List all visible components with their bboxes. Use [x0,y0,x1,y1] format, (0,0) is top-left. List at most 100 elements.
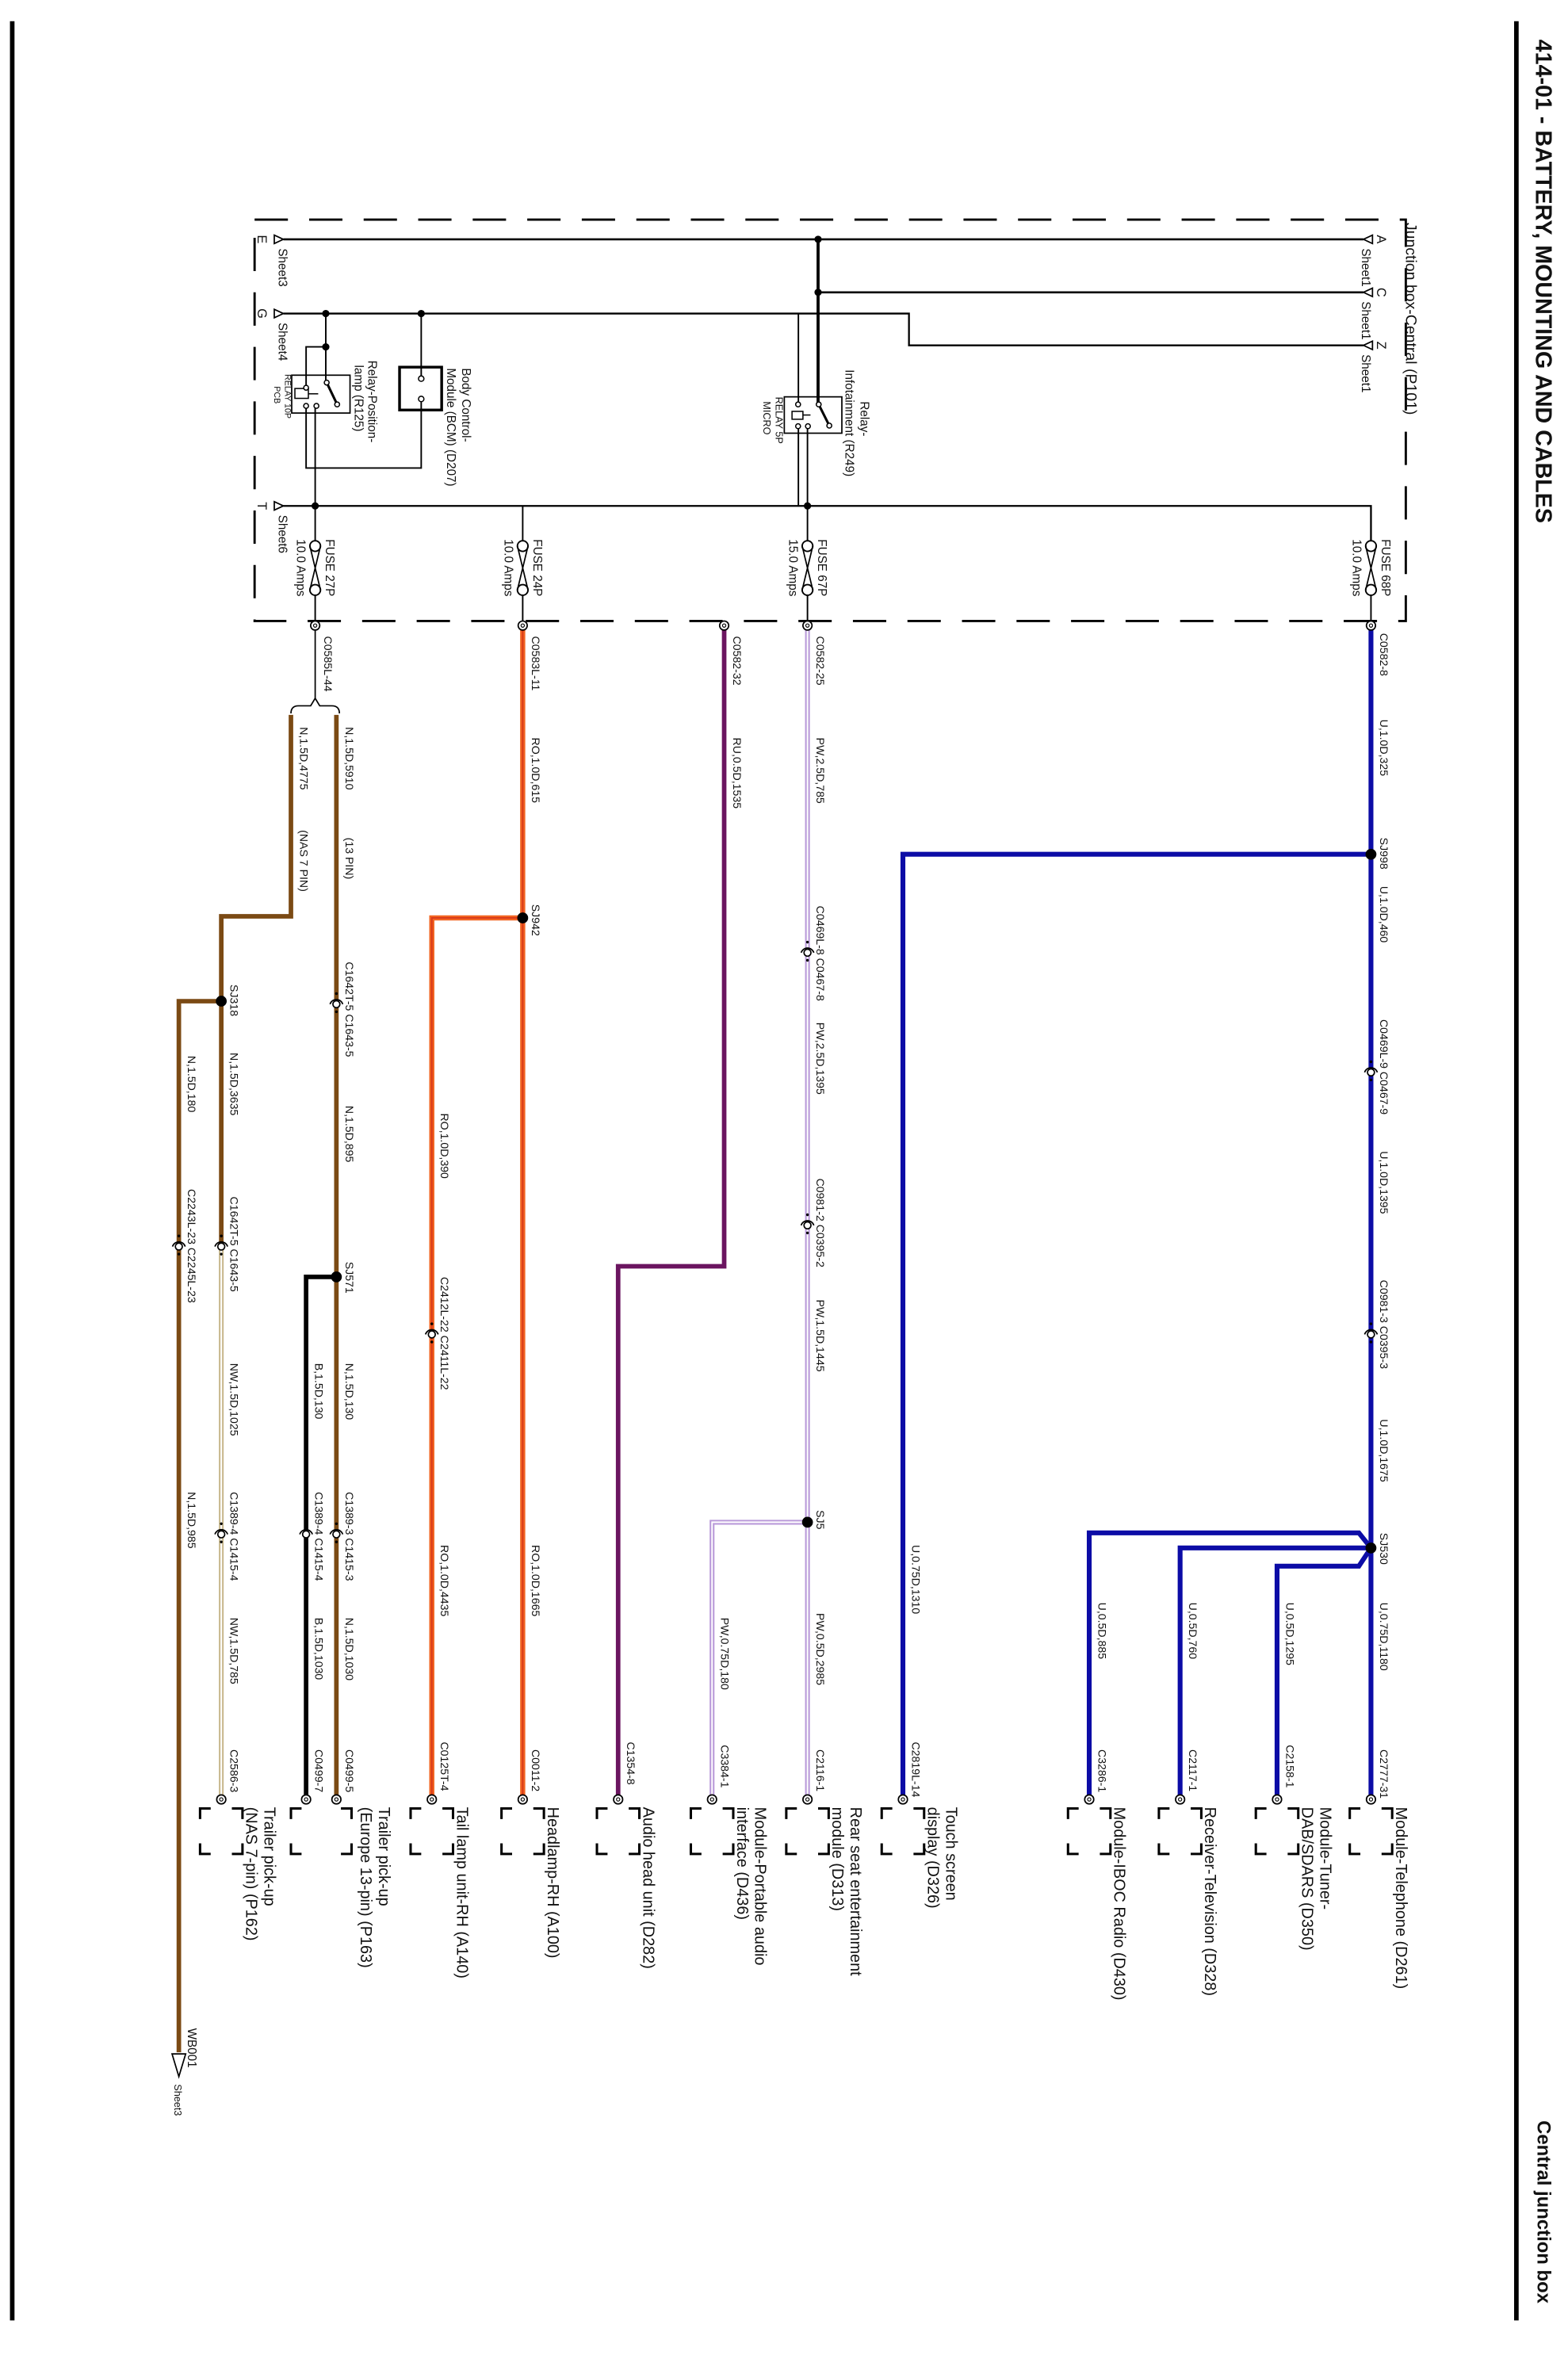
wire-tuner [1274,1546,1373,1800]
wire-trailer-7 [219,714,293,1245]
relay-position-lamp-icon [291,374,351,414]
wire-spec-label: U,0.5D,1295 [1283,1603,1296,1665]
fuse-rating: 15.0 Amps [786,539,800,596]
off-sheet-arrow-icon [1361,234,1374,245]
component-label: (NAS 7-pin) (P162) [243,1807,260,1941]
relay-contact [313,403,319,409]
connector-pin [220,1234,223,1237]
wire-spec-label: PW,2.5D,1395 [814,1023,827,1095]
fuse-element [516,545,529,591]
relay-contact [303,384,309,391]
inline-connector-icon [803,1221,812,1230]
connector-label: C1389-4 C1415-4 [228,1492,241,1581]
bcm-label: Module (BCM) (D207) [444,368,457,486]
splice-dot [801,1516,813,1528]
splice-dot [312,502,319,510]
wire-spec-label: U,0.75D,1310 [909,1545,922,1614]
terminal-pin [1087,1797,1092,1802]
inline-connector-icon [301,1530,311,1539]
terminal-pin [1178,1797,1183,1802]
wire-spec-label: PW,0.5D,2985 [814,1613,827,1685]
terminal-pin [334,1797,339,1802]
ground-arrow-icon [170,2053,187,2079]
connector-pin [430,1322,434,1325]
ground-point-label: WB001 [185,2028,198,2068]
splice-dot [216,996,228,1007]
relay-type-label: MICRO [761,401,772,434]
connector-shell [424,1329,439,1335]
terminal-sheet-ref: Sheet1 [1359,301,1372,339]
relay-infotainment-icon [783,396,843,434]
bus-line-t [283,505,1372,541]
fuse-rating: 10.0 Amps [1350,539,1363,596]
wire-ground [176,999,222,2053]
fuse-label: FUSE 27P [323,539,336,596]
component-label: Headlamp-RH (A100) [544,1807,561,1959]
wire-spec-label: N,1.5D,130 [343,1363,356,1420]
junction-box-outline [253,218,1407,622]
relay-type-label: RELAY 5P [773,397,784,444]
wire-spec-label: N,1.5D,895 [343,1106,356,1163]
wire-spec-label: U,0.5D,760 [1187,1603,1199,1660]
connector-label: C0011-2 [530,1749,542,1791]
variant-note: (13 PIN) [343,838,356,880]
connector-shell [214,1528,228,1535]
connector-shell [800,1220,815,1226]
terminal-pin [721,623,727,628]
component-connector-icon [289,1807,353,1856]
r125-bcm-control [305,400,423,469]
terminal-sheet-ref: Sheet1 [1359,354,1372,392]
off-sheet-arrow-icon [273,308,285,319]
wire-spec-label: U,1.0D,1675 [1378,1419,1390,1481]
terminal-sheet-ref: Sheet3 [276,248,289,286]
component-connector-icon [500,1807,545,1856]
terminal-pin [1275,1797,1279,1802]
relay-type-label: PCB [272,386,281,403]
connector-label: C0125T-4 [438,1741,451,1791]
relay-contact [794,422,801,430]
wire-spec-label: B,1.5D,130 [313,1363,326,1420]
r125-coil-feed [305,346,326,388]
connector-shell [1363,1329,1379,1335]
fuse-element [1364,545,1377,591]
connector-label: C2117-1 [1187,1749,1199,1791]
relay-contact [815,401,822,408]
wire-spec-label: U,1.0D,460 [1378,886,1390,943]
component-connector-icon [595,1807,641,1856]
terminal-sheet-ref: Sheet4 [276,323,289,361]
wire-touch-screen [900,851,1371,1800]
splice-label: SJ5 [814,1510,827,1529]
wire-split-brace [290,697,341,714]
wire-spec-label: RO,1.0D,615 [530,738,542,804]
connector-pin [335,1522,338,1526]
wire-audio-head [615,625,727,1800]
wire-spec-label: U,1.0D,325 [1378,720,1390,777]
terminal-pin [805,623,810,628]
terminal-label: C [1374,288,1388,297]
inline-connector-icon [216,1242,226,1251]
connector-label: C0582-32 [731,637,744,686]
connector-pin [805,1231,809,1235]
connector-label: C2586-3 [228,1749,241,1792]
wire-spec-label: RO,1.0D,1665 [530,1545,542,1616]
wire-spec-label: U,1.0D,1395 [1378,1151,1390,1214]
connector-pin [1369,1078,1373,1082]
terminal-pin [520,623,526,628]
page-title: 414-01 - BATTERY, MOUNTING AND CABLES [1531,40,1556,523]
component-label: Touch screen [942,1807,959,1901]
section-title: Central junction box [1533,2120,1555,2304]
relay-contact [794,401,801,408]
terminal-label: A [1374,235,1388,243]
relay-coil-icon [791,411,804,420]
connector-pin [1369,1340,1373,1344]
component-connector-icon [1066,1807,1112,1856]
wire-tail-lamp-core [430,917,523,1800]
wire-spec-label: B,1.5D,1030 [313,1618,326,1680]
relay-switch-icon [817,403,831,426]
wire-portable-audio-core [711,1521,808,1800]
connector-label: C1642T-5 C1643-5 [228,1197,241,1292]
connector-label: C0469L-9 C0467-9 [1378,1019,1390,1114]
connector-pin [220,1540,223,1543]
inline-connector-icon [174,1242,183,1251]
